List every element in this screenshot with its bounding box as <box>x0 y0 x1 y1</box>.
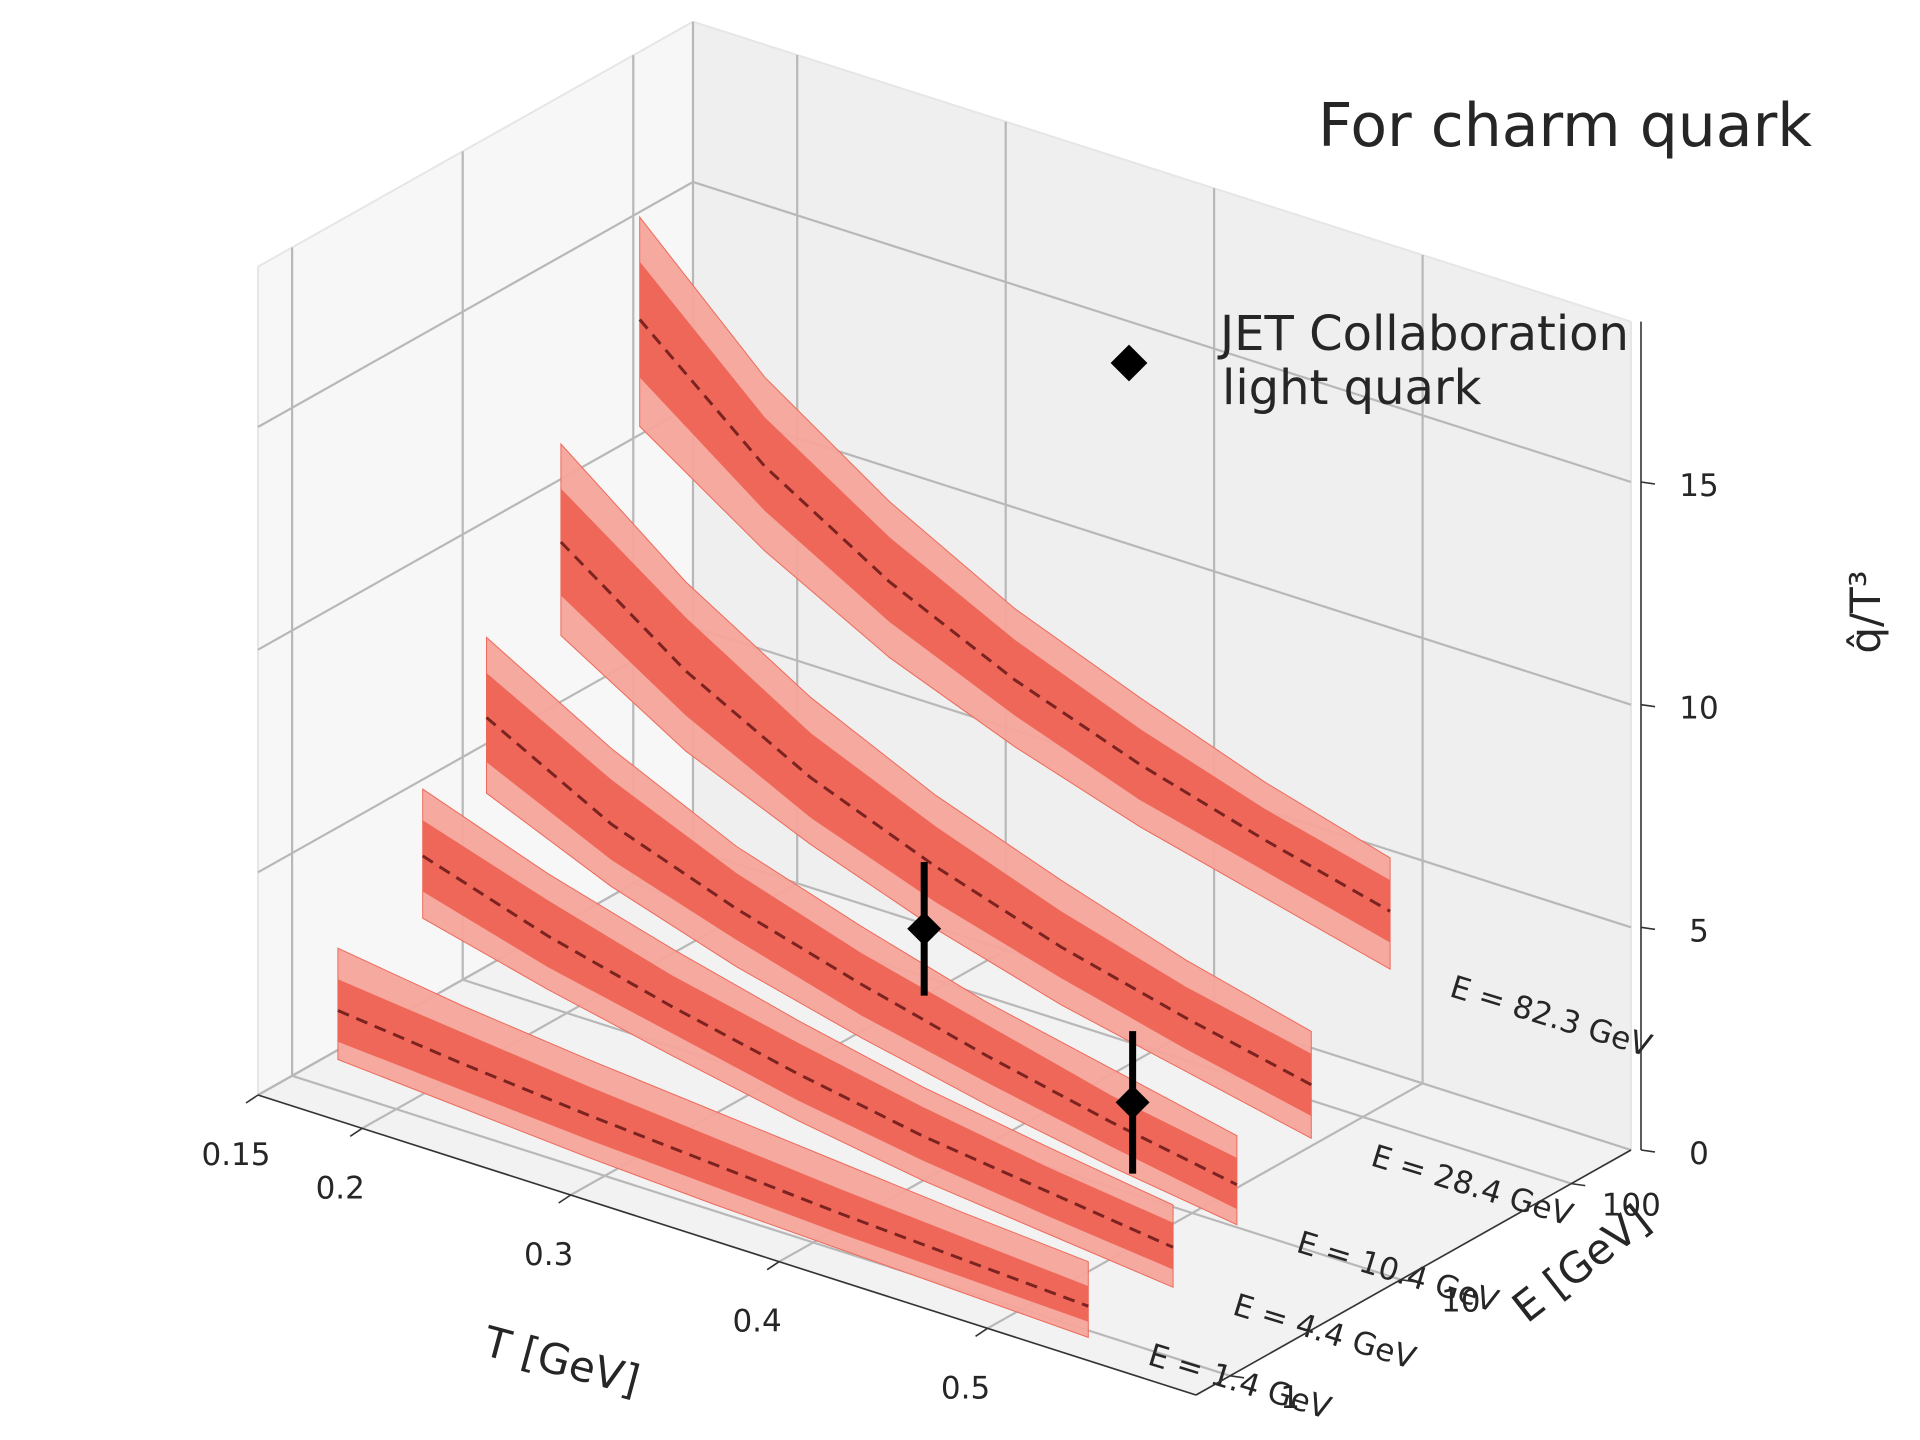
x-tick-mark <box>766 1261 780 1271</box>
z-tick-mark <box>1640 926 1656 931</box>
mean-line <box>638 318 1391 913</box>
legend-label-line1: JET Collaboration <box>1217 306 1629 362</box>
x-tick-mark <box>558 1194 572 1204</box>
y-tick-mark <box>1230 1374 1245 1379</box>
band-inner <box>486 673 1237 1210</box>
z-tick-mark <box>1640 1149 1656 1153</box>
z-axis-label: q̂/T³ <box>1841 570 1890 653</box>
y-tick-label: 100 <box>1602 1188 1661 1224</box>
pane-edge <box>692 20 1632 323</box>
y-tick-label: 1 <box>1280 1380 1300 1416</box>
z-tick-label: 5 <box>1689 913 1709 949</box>
z-tick-label: 15 <box>1679 468 1718 504</box>
band-inner <box>639 261 1391 943</box>
x-tick-label: 0.3 <box>524 1237 573 1273</box>
band-inner <box>422 820 1174 1270</box>
y-axis-line <box>1195 1149 1632 1396</box>
x-tick-mark <box>349 1127 363 1137</box>
z-tick-mark <box>1640 703 1656 708</box>
legend: JET Collaboration light quark <box>1110 306 1629 416</box>
mean-line <box>559 540 1313 1087</box>
pane-edge <box>257 20 694 268</box>
y-tick-mark <box>1571 1182 1586 1187</box>
chart-title: For charm quark <box>1318 91 1812 161</box>
x-tick-label: 0.5 <box>941 1370 990 1406</box>
mean-line <box>485 716 1238 1187</box>
y-tick-mark <box>1400 1278 1415 1283</box>
legend-label-line2: light quark <box>1222 360 1482 416</box>
z-tick-label: 10 <box>1679 691 1718 727</box>
x-tick-mark <box>245 1094 259 1104</box>
tick-layer: 0.15 0.2 0.3 0.4 0.5 1 10 100 0 5 10 15 <box>201 321 1719 1416</box>
x-tick-label: 0.2 <box>316 1170 365 1206</box>
z-tick-label: 0 <box>1689 1136 1709 1172</box>
mean-line <box>337 1009 1089 1308</box>
x-tick-label: 0.4 <box>732 1304 781 1340</box>
grid-line-z <box>257 180 1632 484</box>
y-tick-label: 10 <box>1441 1284 1480 1320</box>
data-point-diamond <box>1115 1085 1150 1120</box>
x-axis-label: T [GeV] <box>478 1317 645 1406</box>
x-tick-mark <box>975 1327 988 1337</box>
x-tick-label: 0.15 <box>201 1137 270 1173</box>
x-axis-line <box>257 1094 1197 1396</box>
band-inner <box>560 488 1312 1117</box>
z-tick-mark <box>1640 481 1656 485</box>
mean-line <box>421 854 1174 1249</box>
legend-marker-diamond <box>1110 344 1148 382</box>
